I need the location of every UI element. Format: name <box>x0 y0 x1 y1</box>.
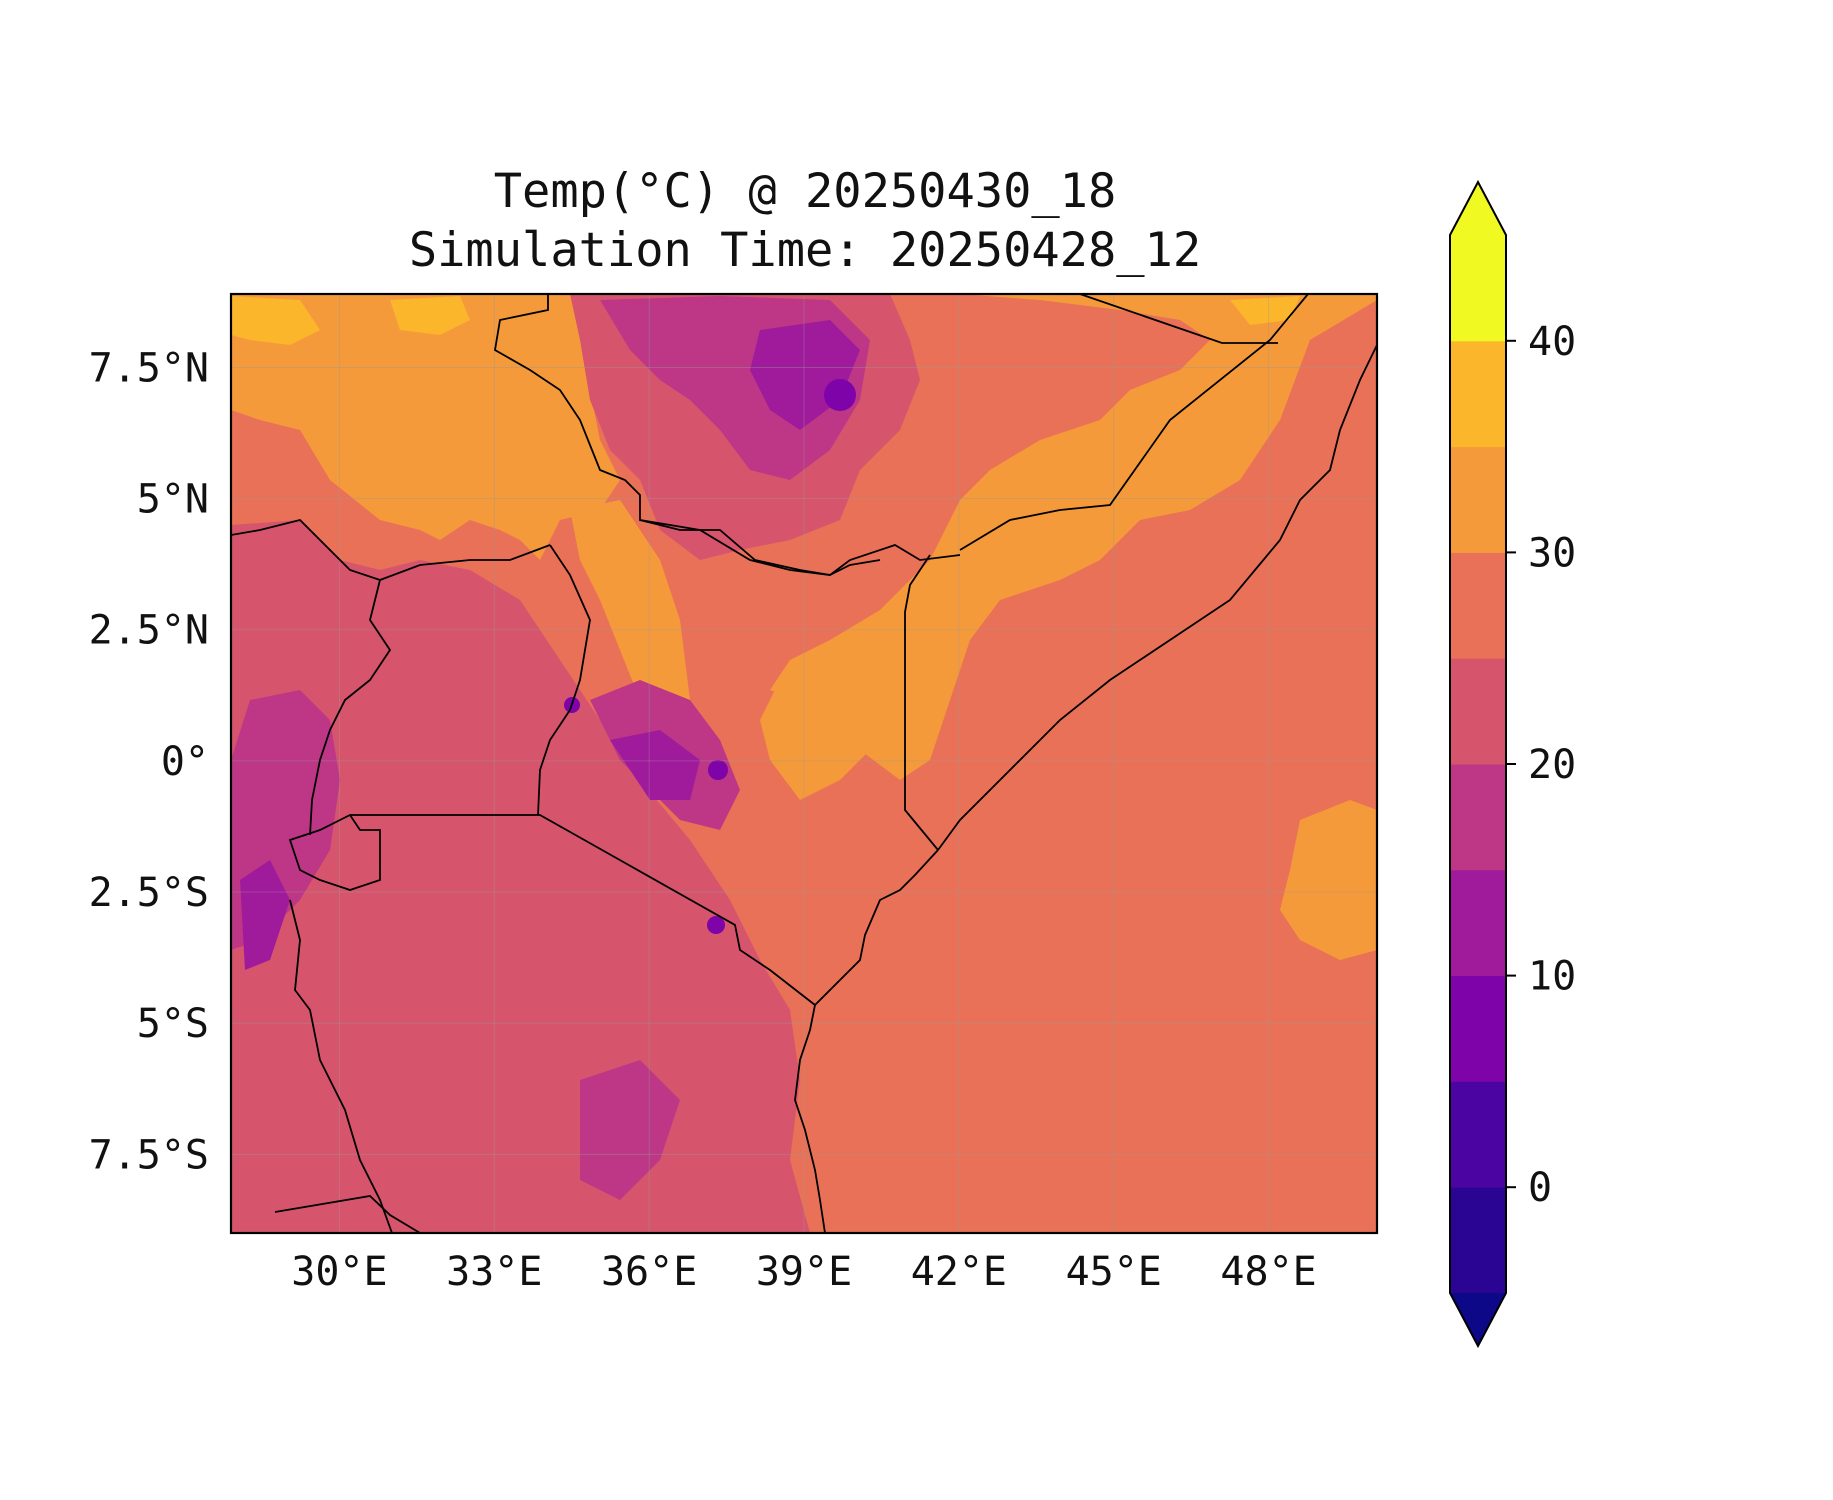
border-zambia-malawi <box>274 1195 421 1233</box>
colorbar-band <box>1450 1187 1506 1294</box>
colorbar-band <box>1450 446 1506 553</box>
y-tick-label: 5°S <box>137 1001 209 1047</box>
coastline-kenya <box>814 849 939 1006</box>
y-tick-label: 5°N <box>137 477 209 523</box>
map-panel <box>231 294 1377 1233</box>
colorbar-band <box>1450 658 1506 765</box>
colorbar-band <box>1450 552 1506 659</box>
colorbar-band <box>1450 340 1506 448</box>
field-cold-west <box>240 860 290 970</box>
colorbar-extend-max <box>1450 182 1506 235</box>
coastline-east-africa <box>794 1004 826 1233</box>
field-hotter-nw <box>231 296 320 345</box>
x-tick-label: 42°E <box>911 1249 1007 1295</box>
colorbar-extend-min <box>1450 1293 1506 1346</box>
border-kenya-somalia <box>904 554 939 851</box>
field-hot-east-kenya <box>760 650 900 800</box>
border-djibouti <box>1079 294 1278 344</box>
colorbar-tick-label: 10 <box>1528 954 1576 1000</box>
colorbar-band <box>1450 764 1506 871</box>
x-tick-label: 48°E <box>1220 1249 1316 1295</box>
map-frame <box>229 292 1379 1235</box>
y-tick-label: 7.5°S <box>89 1132 209 1178</box>
title-line-2: Simulation Time: 20250428_12 <box>409 223 1201 278</box>
colorbar-bands <box>1450 182 1506 1346</box>
y-tick-label: 2.5°N <box>89 608 209 654</box>
colorbar-band <box>1450 235 1506 342</box>
field-hot-offshore <box>1280 800 1377 960</box>
x-tick-label: 36°E <box>601 1249 697 1295</box>
field-cool-tanzania <box>580 1060 680 1200</box>
colorbar-band <box>1450 975 1506 1082</box>
field-hotter-nw-2 <box>390 296 470 335</box>
colorbar-tick-label: 20 <box>1528 742 1576 788</box>
border-uganda-kenya <box>537 544 591 816</box>
colorbar-tick-label: 40 <box>1528 319 1576 365</box>
y-tick-label: 2.5°S <box>89 870 209 916</box>
x-tick-label: 39°E <box>756 1249 852 1295</box>
border-tanzania-north <box>350 814 816 1006</box>
border-rwanda-burundi <box>288 813 381 891</box>
colorbar-ticks: 0 10 20 30 40 <box>1506 319 1576 1211</box>
field-coldest-kenya <box>708 760 728 780</box>
field-hot-kenya-rift <box>570 500 690 740</box>
border-south-sudan-ethiopia <box>494 294 881 576</box>
y-tick-label: 7.5°N <box>89 345 209 391</box>
field-cold-kenya <box>610 730 700 800</box>
colorbar-band <box>1450 869 1506 977</box>
colorbar-tick-label: 0 <box>1528 1165 1552 1211</box>
colorbar-band <box>1450 1081 1506 1188</box>
border-uganda-sudan <box>379 544 551 581</box>
colorbar: 0 10 20 30 40 <box>1449 179 1576 1349</box>
country-borders <box>231 294 1377 1233</box>
y-axis-tick-labels: 7.5°N 5°N 2.5°N 0° 2.5°S 5°S 7.5°S <box>89 345 209 1178</box>
field-mild-west <box>231 520 810 1233</box>
field-hot-somalia <box>770 294 1377 780</box>
field-coldest-kilimanjaro <box>707 916 725 934</box>
border-ethiopia-kenya <box>639 519 961 576</box>
x-tick-label: 30°E <box>291 1249 387 1295</box>
field-hotter-ne <box>1230 296 1300 325</box>
border-ethiopia-somalia <box>959 294 1309 551</box>
field-hot-north <box>231 294 620 560</box>
y-tick-label: 0° <box>161 739 209 785</box>
field-coldest-ethiopia <box>824 379 856 411</box>
colorbar-outline <box>1449 179 1507 1349</box>
x-tick-label: 33°E <box>446 1249 542 1295</box>
x-tick-label: 45°E <box>1066 1249 1162 1295</box>
coastline-somalia <box>937 344 1377 851</box>
x-axis-tick-labels: 30°E 33°E 36°E 39°E 42°E 45°E 48°E <box>291 1249 1317 1295</box>
border-drc-uganda <box>231 519 392 836</box>
colorbar-tick-label: 30 <box>1528 530 1576 576</box>
title-line-1: Temp(°C) @ 20250430_18 <box>494 164 1117 219</box>
border-tanzania-west <box>289 899 393 1233</box>
